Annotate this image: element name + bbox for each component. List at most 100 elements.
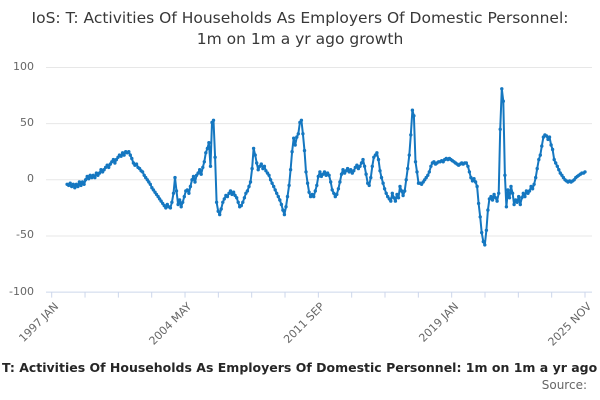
data-point-marker [475,184,479,189]
data-point-marker [231,190,236,194]
data-point-marker [318,170,322,174]
data-point-marker [506,188,510,192]
data-point-marker [275,191,279,195]
data-point-marker [352,169,356,173]
data-point-marker [191,174,196,179]
data-point-marker [412,114,416,118]
data-point-marker [495,199,499,203]
data-point-marker [401,193,405,198]
data-point-marker [395,192,399,197]
data-point-marker [341,168,345,172]
data-point-marker [305,181,310,185]
data-point-marker [278,198,282,202]
data-point-marker [179,205,183,209]
data-point-marker [207,141,211,145]
data-point-marker [302,148,307,153]
data-point-marker [292,136,296,140]
data-point-marker [382,187,387,191]
data-point-marker [281,208,285,212]
data-point-marker [113,161,117,165]
data-point-marker [375,151,379,155]
data-point-marker [540,144,544,148]
data-point-marker [148,182,152,186]
data-point-marker [497,191,501,195]
data-point-marker [493,196,498,200]
data-point-marker [312,194,316,199]
data-point-marker [182,194,186,199]
data-point-marker [370,164,374,168]
data-point-marker [164,206,168,210]
data-point-marker [332,191,336,195]
data-point-marker [127,150,131,154]
data-point-marker [396,196,401,200]
y-tick-label: 0 [27,172,34,186]
data-point-marker [219,207,223,211]
data-point-marker [478,215,482,219]
data-point-marker [272,184,276,189]
data-point-marker [228,189,233,193]
data-point-marker [472,177,476,181]
data-point-marker [259,162,263,166]
data-point-marker [270,181,274,185]
data-point-marker [287,183,291,188]
data-point-marker [181,200,185,204]
data-point-marker [484,228,489,232]
data-point-marker [273,188,277,192]
data-point-marker [255,161,259,165]
data-point-marker [107,165,111,170]
data-point-marker [221,200,225,204]
data-point-marker [555,164,559,168]
data-point-marker [426,173,430,177]
y-tick-label: -50 [16,228,34,242]
data-point-marker [187,191,191,195]
data-point-marker [83,178,88,182]
data-point-marker [87,177,91,181]
data-point-marker [279,202,284,207]
data-point-marker [523,194,527,199]
data-point-marker [185,188,189,192]
data-point-marker [476,201,481,206]
data-point-marker [196,171,200,175]
data-point-marker [544,134,549,138]
data-point-marker [322,170,327,174]
data-point-marker [349,168,353,172]
data-point-marker [199,172,203,176]
data-point-marker [68,181,72,185]
data-point-marker [532,182,536,186]
data-point-marker [285,194,290,199]
data-point-marker [93,175,97,180]
y-tick-label: -100 [9,284,34,298]
data-point-marker [262,164,267,168]
data-point-marker [134,162,139,166]
data-point-marker [339,172,344,176]
data-point-marker [507,196,512,200]
data-point-marker [413,160,418,164]
data-point-marker [193,180,197,184]
data-point-marker [73,186,77,190]
data-point-marker [520,196,524,200]
data-point-marker [301,132,305,136]
data-point-marker [552,157,556,162]
data-point-marker [466,164,470,168]
data-point-marker [173,175,177,180]
data-point-marker [381,181,385,185]
data-point-marker [535,166,539,171]
data-point-marker [480,230,484,235]
data-point-marker [256,168,260,172]
data-point-marker [389,199,393,203]
data-point-marker [188,184,193,189]
data-point-marker [490,198,495,202]
data-point-marker [404,178,408,182]
data-point-marker [583,170,587,174]
data-point-marker [330,188,334,192]
data-point-marker [359,161,364,165]
data-point-marker [515,200,519,204]
data-point-marker [481,239,485,244]
data-point-marker [390,191,394,195]
data-point-marker [250,166,254,171]
data-point-marker [336,187,341,191]
data-point-marker [213,155,217,159]
data-point-marker [242,196,247,200]
data-point-marker [489,194,493,199]
data-point-marker [486,208,490,212]
